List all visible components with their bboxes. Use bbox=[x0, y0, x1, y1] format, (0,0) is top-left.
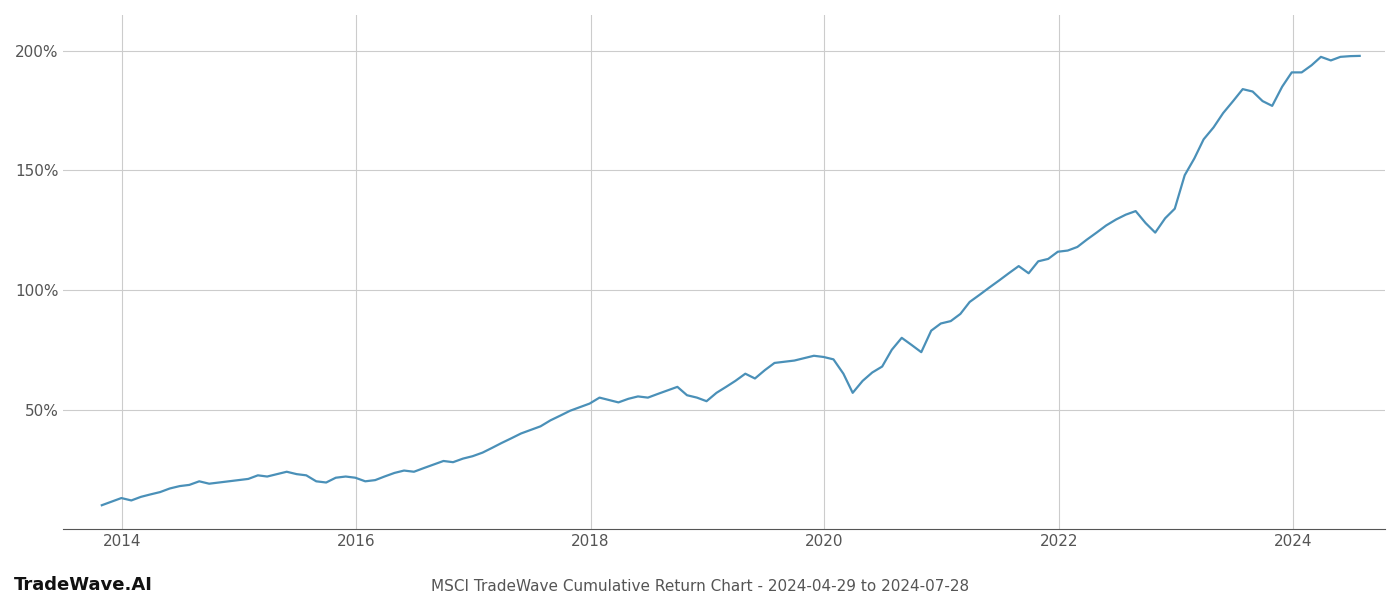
Text: MSCI TradeWave Cumulative Return Chart - 2024-04-29 to 2024-07-28: MSCI TradeWave Cumulative Return Chart -… bbox=[431, 579, 969, 594]
Text: TradeWave.AI: TradeWave.AI bbox=[14, 576, 153, 594]
